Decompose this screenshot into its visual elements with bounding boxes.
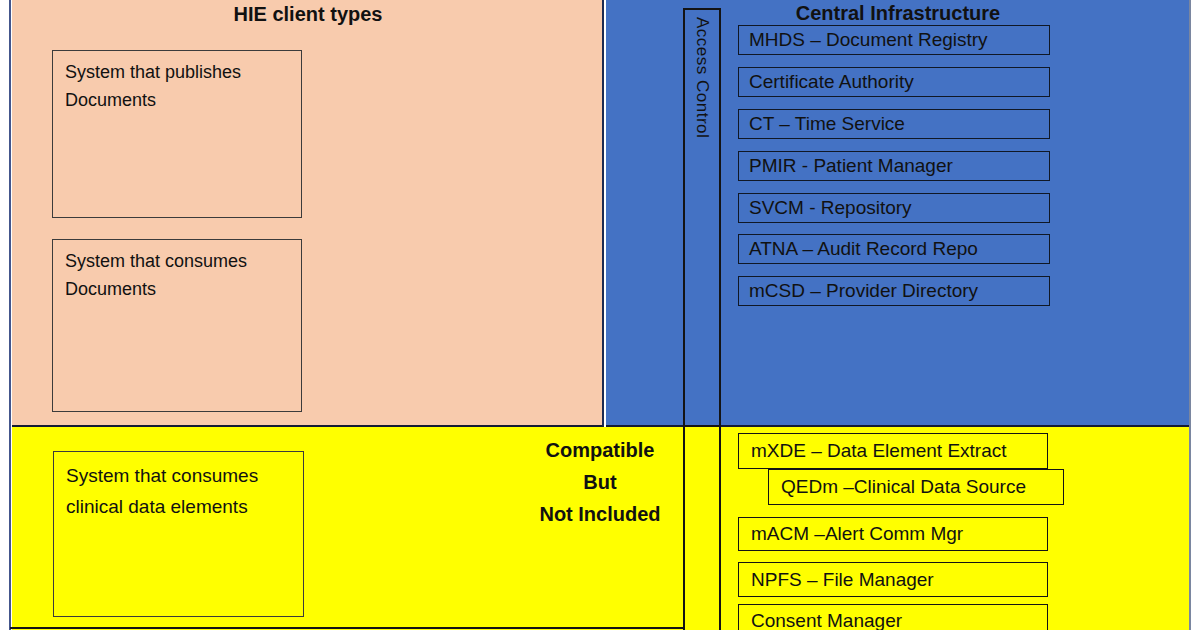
profile-box-npfs-file-manager: NPFS – File Manager — [738, 562, 1048, 597]
infra-box-label: MHDS – Document Registry — [749, 29, 988, 51]
profile-box-qedm-clinical-data-source: QEDm –Clinical Data Source — [768, 469, 1064, 505]
infra-box-mcsd-provider-directory: mCSD – Provider Directory — [738, 276, 1050, 306]
infra-box-ct-time-service: CT – Time Service — [738, 109, 1050, 139]
infra-box-label: mCSD – Provider Directory — [749, 280, 978, 302]
infra-box-svcm-repository: SVCM - Repository — [738, 193, 1050, 223]
client-box-consumes-label: System that consumes Documents — [65, 247, 289, 303]
infra-box-mhds-document-registry: MHDS – Document Registry — [738, 25, 1050, 55]
profile-box-label: mXDE – Data Element Extract — [751, 440, 1007, 462]
client-box-publishes-documents: System that publishes Documents — [52, 50, 302, 218]
profile-box-label: NPFS – File Manager — [751, 569, 934, 591]
infra-box-atna-audit-record-repo: ATNA – Audit Record Repo — [738, 234, 1050, 264]
profile-box-label: mACM –Alert Comm Mgr — [751, 523, 963, 545]
compatible-note-line-2: But — [400, 466, 800, 498]
infra-box-pmir-patient-manager: PMIR - Patient Manager — [738, 151, 1050, 181]
infra-box-label: ATNA – Audit Record Repo — [749, 238, 978, 260]
hie-client-types-title: HIE client types — [12, 3, 604, 26]
client-box-consumes-documents: System that consumes Documents — [52, 239, 302, 412]
infra-box-certificate-authority: Certificate Authority — [738, 67, 1050, 97]
outer-right-border — [1189, 0, 1191, 630]
diagram-canvas: HIE client types Central Infrastructure … — [0, 0, 1200, 630]
client-box-publishes-label: System that publishes Documents — [65, 58, 289, 114]
profile-box-label: Consent Manager — [751, 610, 902, 630]
profile-box-macm-alert-comm-mgr: mACM –Alert Comm Mgr — [738, 517, 1048, 551]
infra-box-label: SVCM - Repository — [749, 197, 912, 219]
client-box-consumes-clinical-data: System that consumes clinical data eleme… — [53, 451, 304, 617]
client-box-clinical-label: System that consumes clinical data eleme… — [66, 460, 291, 522]
access-control-bar: Access Control — [683, 8, 721, 427]
bottom-border — [10, 627, 683, 629]
outer-left-border — [9, 0, 11, 630]
profile-box-consent-manager: Consent Manager — [738, 604, 1048, 630]
infra-box-label: CT – Time Service — [749, 113, 905, 135]
infra-box-label: PMIR - Patient Manager — [749, 155, 953, 177]
profile-box-mxde-data-element-extract: mXDE – Data Element Extract — [738, 433, 1048, 469]
profile-box-label: QEDm –Clinical Data Source — [781, 476, 1026, 498]
access-control-label: Access Control — [692, 17, 712, 425]
central-infrastructure-title: Central Infrastructure — [740, 2, 1056, 25]
infra-box-label: Certificate Authority — [749, 71, 914, 93]
